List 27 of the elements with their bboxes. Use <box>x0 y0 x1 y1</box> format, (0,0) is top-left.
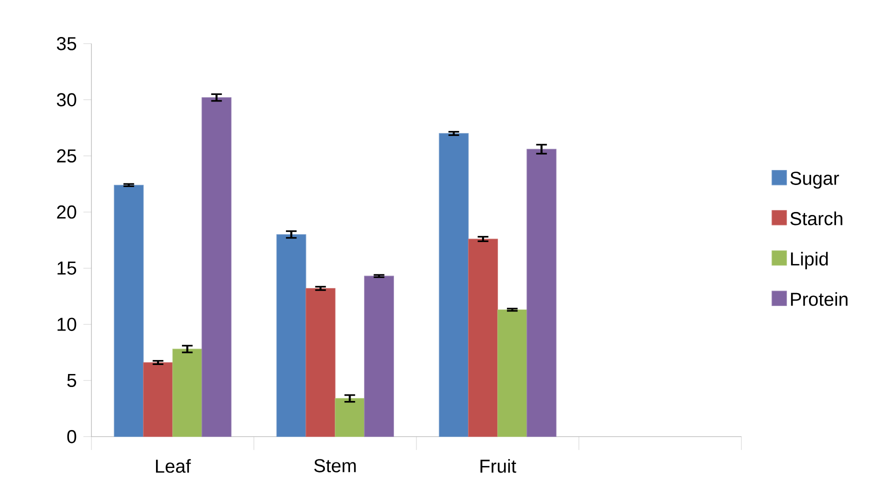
legend-label: Protein <box>791 292 848 306</box>
bar <box>143 362 173 437</box>
y-tick-label: 20 <box>57 205 76 219</box>
y-tick-label: 35 <box>56 37 76 50</box>
bar <box>497 309 528 437</box>
bar <box>202 97 232 437</box>
x-tick-label: Fruit <box>480 459 516 473</box>
bar <box>438 133 469 437</box>
legend-label: Lipid <box>791 252 828 270</box>
y-tick-label: 25 <box>57 149 76 163</box>
legend-label: Sugar <box>790 172 840 189</box>
bar <box>526 148 556 437</box>
bar <box>172 348 202 437</box>
x-tick-label: Stem <box>314 459 356 472</box>
bar <box>276 234 306 437</box>
y-tick-label: 0 <box>67 430 76 444</box>
y-tick-label: 5 <box>67 374 76 387</box>
bar <box>114 184 144 437</box>
bar <box>468 238 498 437</box>
bar <box>334 398 365 437</box>
y-tick-label: 10 <box>58 318 76 331</box>
y-tick-label: 15 <box>58 262 76 275</box>
legend-label: Starch <box>790 212 842 226</box>
bar <box>306 288 336 437</box>
x-tick-label: Leaf <box>156 459 191 473</box>
y-tick-label: 30 <box>56 93 76 106</box>
bar <box>364 276 394 437</box>
